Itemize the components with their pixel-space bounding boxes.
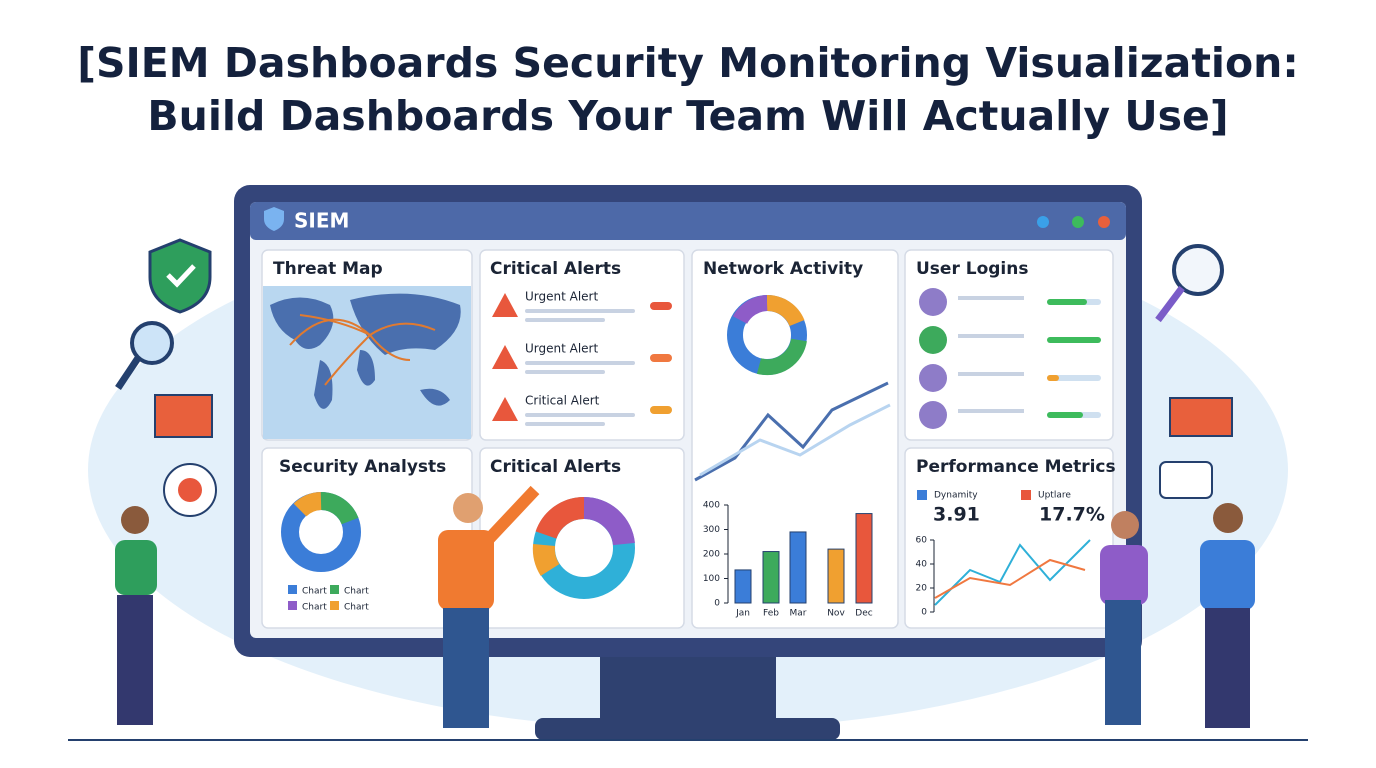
- perf-line: [934, 539, 1091, 606]
- legend-label: Chart: [344, 603, 369, 613]
- app-header: [250, 202, 1126, 240]
- y-tick-label: 0: [921, 608, 927, 618]
- shield: [148, 238, 212, 314]
- x-tick-label: Dec: [855, 609, 872, 619]
- bubble: [1159, 461, 1213, 499]
- trend-line: [699, 403, 891, 477]
- dot: [1098, 216, 1110, 228]
- person: [115, 506, 157, 725]
- panel-title: Threat Map: [273, 259, 383, 279]
- firewall: [154, 394, 213, 438]
- bar: [762, 551, 780, 604]
- alert-list: Urgent Alert Urgent Alert Critical Alert: [492, 290, 672, 426]
- panel-title: Critical Alerts: [490, 259, 621, 279]
- dot: [1037, 216, 1049, 228]
- y-tick-label: 60: [916, 536, 928, 546]
- magnifier-handle: [115, 356, 141, 390]
- panel-title: Security Analysts: [279, 457, 446, 477]
- panel: [904, 249, 1114, 441]
- person: [1200, 503, 1255, 728]
- donut: [727, 295, 807, 376]
- metric-swatch: [917, 490, 927, 500]
- x-tick-label: Feb: [763, 609, 779, 619]
- magnifier: [1172, 244, 1224, 296]
- magnifier-handle: [1155, 285, 1185, 323]
- dot: [1072, 216, 1084, 228]
- panel: [479, 249, 685, 441]
- app-name: SIEM: [294, 209, 349, 233]
- y-tick-label: 300: [703, 525, 720, 535]
- trend-line: [694, 381, 889, 482]
- legend-label: Chart: [344, 587, 369, 597]
- bar: [827, 548, 845, 604]
- bar: [855, 513, 873, 604]
- stand-base: [535, 718, 840, 740]
- person: [438, 485, 540, 728]
- magnifier: [130, 321, 174, 365]
- legend-swatch: [288, 601, 297, 610]
- login-list: [919, 288, 1101, 429]
- bar: [789, 531, 807, 604]
- person: [1100, 511, 1148, 725]
- donut: [532, 496, 635, 599]
- panel-title: Network Activity: [703, 259, 863, 279]
- y-tick-label: 400: [703, 501, 720, 511]
- legend-swatch: [288, 585, 297, 594]
- metric-swatch: [1021, 490, 1031, 500]
- metric-label: Dynamity: [934, 491, 978, 501]
- donut: [281, 492, 361, 572]
- y-tick-label: 20: [916, 584, 928, 594]
- alert-label: Urgent Alert: [525, 342, 598, 356]
- metric-value: 17.7%: [1039, 504, 1105, 526]
- y-tick-label: 100: [703, 574, 720, 584]
- panel-title: Performance Metrics: [916, 457, 1116, 477]
- perf-line: [934, 558, 1086, 599]
- legend-label: Chart: [302, 587, 327, 597]
- legend-swatch: [330, 601, 339, 610]
- alert-label: Critical Alert: [525, 394, 600, 408]
- y-tick-label: 40: [916, 560, 928, 570]
- x-tick-label: Nov: [827, 609, 845, 619]
- y-tick-label: 0: [714, 599, 720, 609]
- firewall: [1169, 397, 1233, 437]
- title-line: [SIEM Dashboards Security Monitoring Vis…: [77, 39, 1298, 87]
- x-tick-label: Mar: [790, 609, 807, 619]
- panel-title: User Logins: [916, 259, 1028, 279]
- bug: [178, 478, 202, 502]
- check: [166, 264, 196, 288]
- title-line: Build Dashboards Your Team Will Actually…: [147, 92, 1228, 140]
- metric-label: Uptlare: [1038, 491, 1071, 501]
- stand: [600, 650, 776, 725]
- legend-label: Chart: [302, 603, 327, 613]
- shield-icon: [264, 207, 284, 231]
- attack-paths: [289, 314, 436, 386]
- alert-label: Urgent Alert: [525, 290, 598, 304]
- bar: [734, 569, 752, 604]
- y-tick-label: 200: [703, 550, 720, 560]
- metric-value: 3.91: [933, 504, 980, 526]
- panel-title: Critical Alerts: [490, 457, 621, 477]
- legend-swatch: [330, 585, 339, 594]
- x-tick-label: Jan: [735, 609, 750, 619]
